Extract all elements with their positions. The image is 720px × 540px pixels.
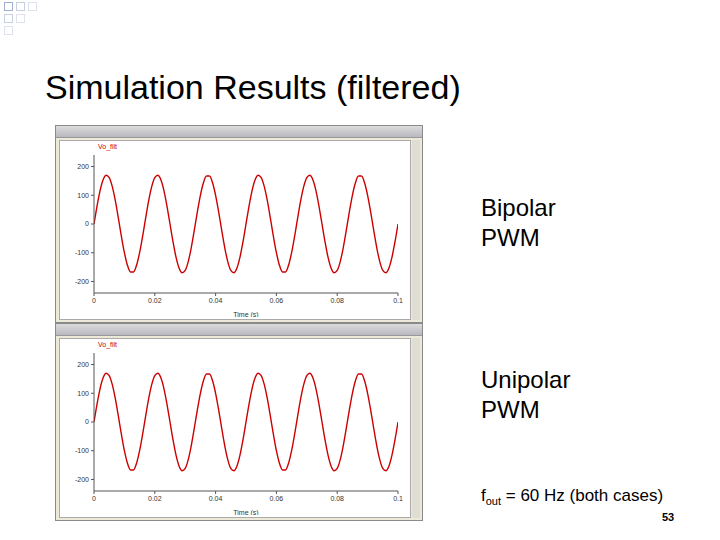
svg-text:0.02: 0.02 — [148, 495, 162, 502]
html-text:Vo_filt: Vo_filt — [98, 143, 118, 150]
svg-text:0.04: 0.04 — [209, 495, 223, 502]
html-text:Simulation Results (filtered): Simulation Results (filtered) — [45, 68, 461, 106]
svg-text:0.06: 0.06 — [270, 297, 284, 304]
svg-text:0: 0 — [92, 495, 96, 502]
svg-text:100: 100 — [77, 192, 89, 199]
svg-text:0: 0 — [92, 297, 96, 304]
svg-text:0.08: 0.08 — [330, 297, 344, 304]
html-text:fout= 60 Hz (both cases): fout= 60 Hz (both cases) — [481, 486, 664, 508]
svg-text:0: 0 — [85, 418, 89, 425]
html-text:53: 53 — [662, 511, 675, 523]
svg-text:200: 200 — [77, 361, 89, 368]
svg-text:0.06: 0.06 — [270, 495, 284, 502]
svg-text:0.08: 0.08 — [330, 495, 344, 502]
html-text:Unipolar PWM: Unipolar PWM — [481, 366, 571, 423]
html-text:Bipolar PWM: Bipolar PWM — [481, 194, 556, 251]
svg-text:200: 200 — [77, 163, 89, 170]
svg-text:-100: -100 — [75, 249, 89, 256]
svg-text:Time (s): Time (s) — [233, 311, 258, 317]
svg-text:0.02: 0.02 — [148, 297, 162, 304]
svg-text:0.1: 0.1 — [393, 297, 403, 304]
svg-text:0: 0 — [85, 220, 89, 227]
svg-text:-100: -100 — [75, 447, 89, 454]
svg-text:-200: -200 — [75, 278, 89, 285]
svg-text:-200: -200 — [75, 476, 89, 483]
svg-text:0.1: 0.1 — [393, 495, 403, 502]
svg-text:Time (s): Time (s) — [233, 509, 258, 515]
svg-text:0.04: 0.04 — [209, 297, 223, 304]
html-text:Vo_filt: Vo_filt — [98, 341, 118, 348]
svg-text:100: 100 — [77, 390, 89, 397]
